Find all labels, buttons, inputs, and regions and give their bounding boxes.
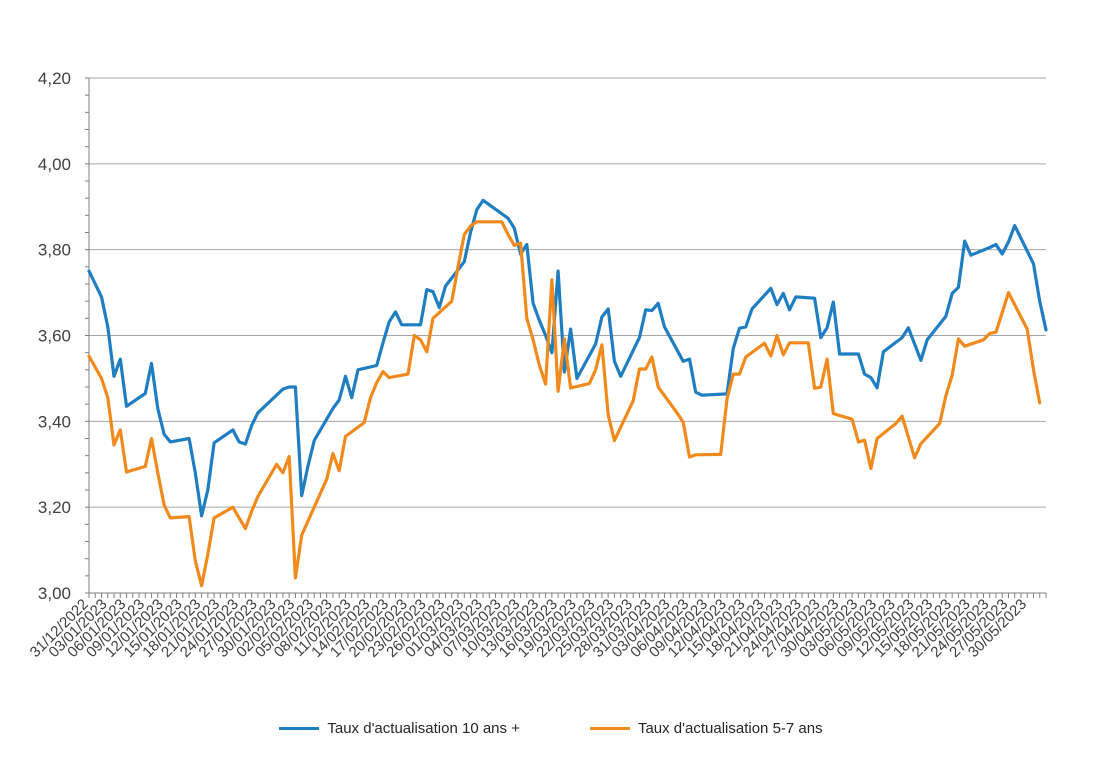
legend-label-series-1: Taux d'actualisation 10 ans + — [327, 719, 520, 737]
legend-item-series-1: Taux d'actualisation 10 ans + — [279, 716, 520, 740]
line-chart: 3,00 3,20 3,40 3,60 3,80 4,00 4,20 31/12/20220… — [27, 69, 1048, 661]
y-tick-label: 4,20 — [38, 69, 71, 88]
series-line-1 — [87, 198, 1048, 518]
series-line-2 — [87, 220, 1042, 588]
legend-swatch-series-1 — [279, 726, 320, 730]
y-tick-label: 4,00 — [38, 155, 71, 174]
y-tick-label: 3,20 — [38, 498, 71, 517]
legend-item-series-2: Taux d'actualisation 5-7 ans — [589, 716, 823, 740]
legend-swatch-series-2 — [589, 726, 630, 730]
y-tick-label: 3,80 — [38, 241, 71, 260]
x-tick-labels: 31/12/202203/01/202306/01/202309/01/2023… — [27, 596, 1030, 661]
y-tick-label: 3,40 — [38, 412, 71, 431]
legend: Taux d'actualisation 10 ans + Taux d'act… — [0, 716, 1102, 740]
axes — [85, 77, 1047, 598]
y-tick-labels: 3,00 3,20 3,40 3,60 3,80 4,00 4,20 — [38, 69, 71, 603]
gridlines — [89, 77, 1046, 508]
y-tick-label: 3,00 — [38, 584, 71, 603]
series-lines — [87, 198, 1048, 588]
y-tick-label: 3,60 — [38, 327, 71, 346]
legend-label-series-2: Taux d'actualisation 5-7 ans — [637, 719, 823, 737]
